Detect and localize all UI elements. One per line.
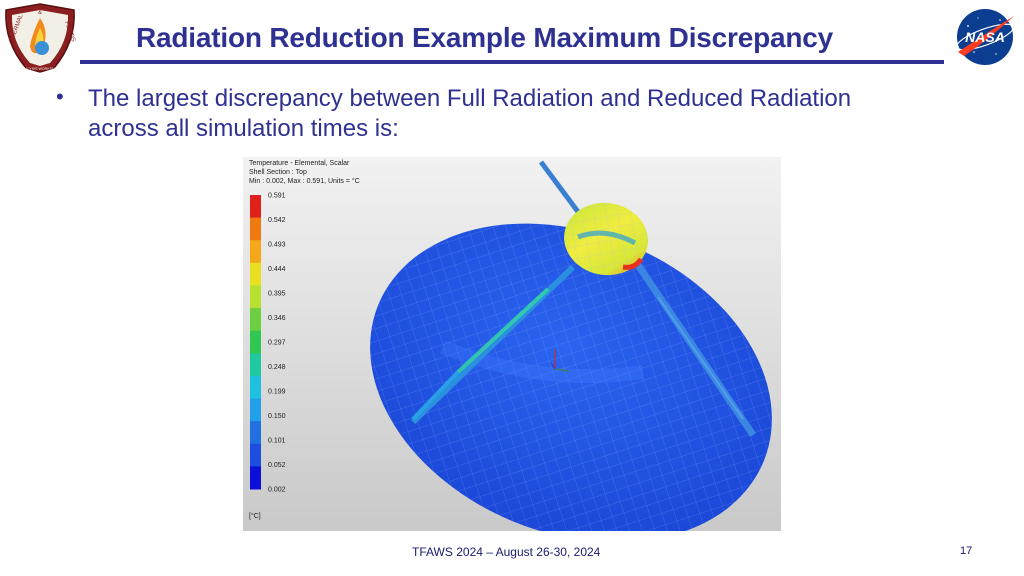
legend-tick-label: 0.542 (268, 217, 286, 224)
legend-swatch (250, 443, 261, 467)
legend-swatch (250, 285, 261, 309)
legend-swatch (250, 421, 261, 445)
legend-swatch (250, 217, 261, 241)
legend-swatch (250, 375, 261, 400)
legend-tick-label: 0.297 (268, 340, 286, 347)
legend-tick-label: 0.052 (268, 462, 286, 469)
legend-tick-label: 0.248 (268, 364, 286, 371)
tfaws-logo: THERMAL & FLUIDS ANALYSIS WORKSHOP (2, 2, 78, 74)
figure-header-line-2: Shell Section : Top (249, 169, 307, 176)
legend-swatch (250, 330, 261, 354)
legend-tick-label: 0.591 (268, 193, 286, 200)
slide-title: Radiation Reduction Example Maximum Disc… (136, 22, 834, 53)
legend-tick-label: 0.150 (268, 413, 286, 420)
legend-swatch (250, 195, 261, 219)
legend-swatch (250, 353, 261, 377)
figure-header-line-3: Min : 0.002, Max : 0.591, Units = °C (249, 177, 360, 185)
color-legend-ticks: 0.591 0.542 0.493 0.444 0.395 0.346 0.297 0.248… (268, 193, 286, 494)
legend-tick-label: 0.444 (268, 266, 286, 273)
page-number: 17 (960, 545, 973, 557)
nasa-wordmark: NASA (965, 29, 1005, 45)
legend-units-label: [°C] (249, 512, 261, 520)
nasa-logo: NASA (952, 6, 1018, 68)
slide-footer: TFAWS 2024 – August 26-30, 2024 (412, 545, 601, 559)
support-struts (410, 160, 756, 437)
tfaws-logo-icon: THERMAL & FLUIDS ANALYSIS WORKSHOP (5, 3, 76, 73)
hot-pad (564, 202, 648, 276)
bullet-marker: • (56, 84, 64, 109)
legend-tick-label: 0.199 (268, 389, 286, 396)
legend-swatch (250, 240, 261, 264)
coordinate-triad-icon (550, 349, 570, 372)
legend-swatch (250, 398, 261, 422)
color-legend-bar (250, 195, 261, 490)
legend-swatch (250, 262, 261, 286)
legend-tick-label: 0.346 (268, 315, 286, 322)
temperature-contour-figure: Temperature - Elemental, Scalar Shell Se… (243, 157, 781, 543)
figure-header-line-1: Temperature - Elemental, Scalar (249, 160, 350, 167)
legend-swatch (250, 308, 261, 332)
bullet-text: The largest discrepancy between Full Rad… (88, 85, 852, 142)
legend-tick-label: 0.101 (268, 438, 286, 445)
tfaws-text-workshop: ANALYSIS WORKSHOP (20, 67, 60, 71)
tfaws-text-amp: & (38, 10, 42, 16)
legend-tick-label: 0.493 (268, 242, 286, 249)
legend-swatch (250, 466, 261, 490)
legend-tick-label: 0.395 (268, 291, 286, 298)
contour-plot: Temperature - Elemental, Scalar Shell Se… (243, 157, 781, 543)
nasa-meatball-icon: NASA (956, 9, 1014, 65)
legend-tick-label: 0.002 (268, 487, 286, 494)
title-underline (80, 60, 944, 64)
